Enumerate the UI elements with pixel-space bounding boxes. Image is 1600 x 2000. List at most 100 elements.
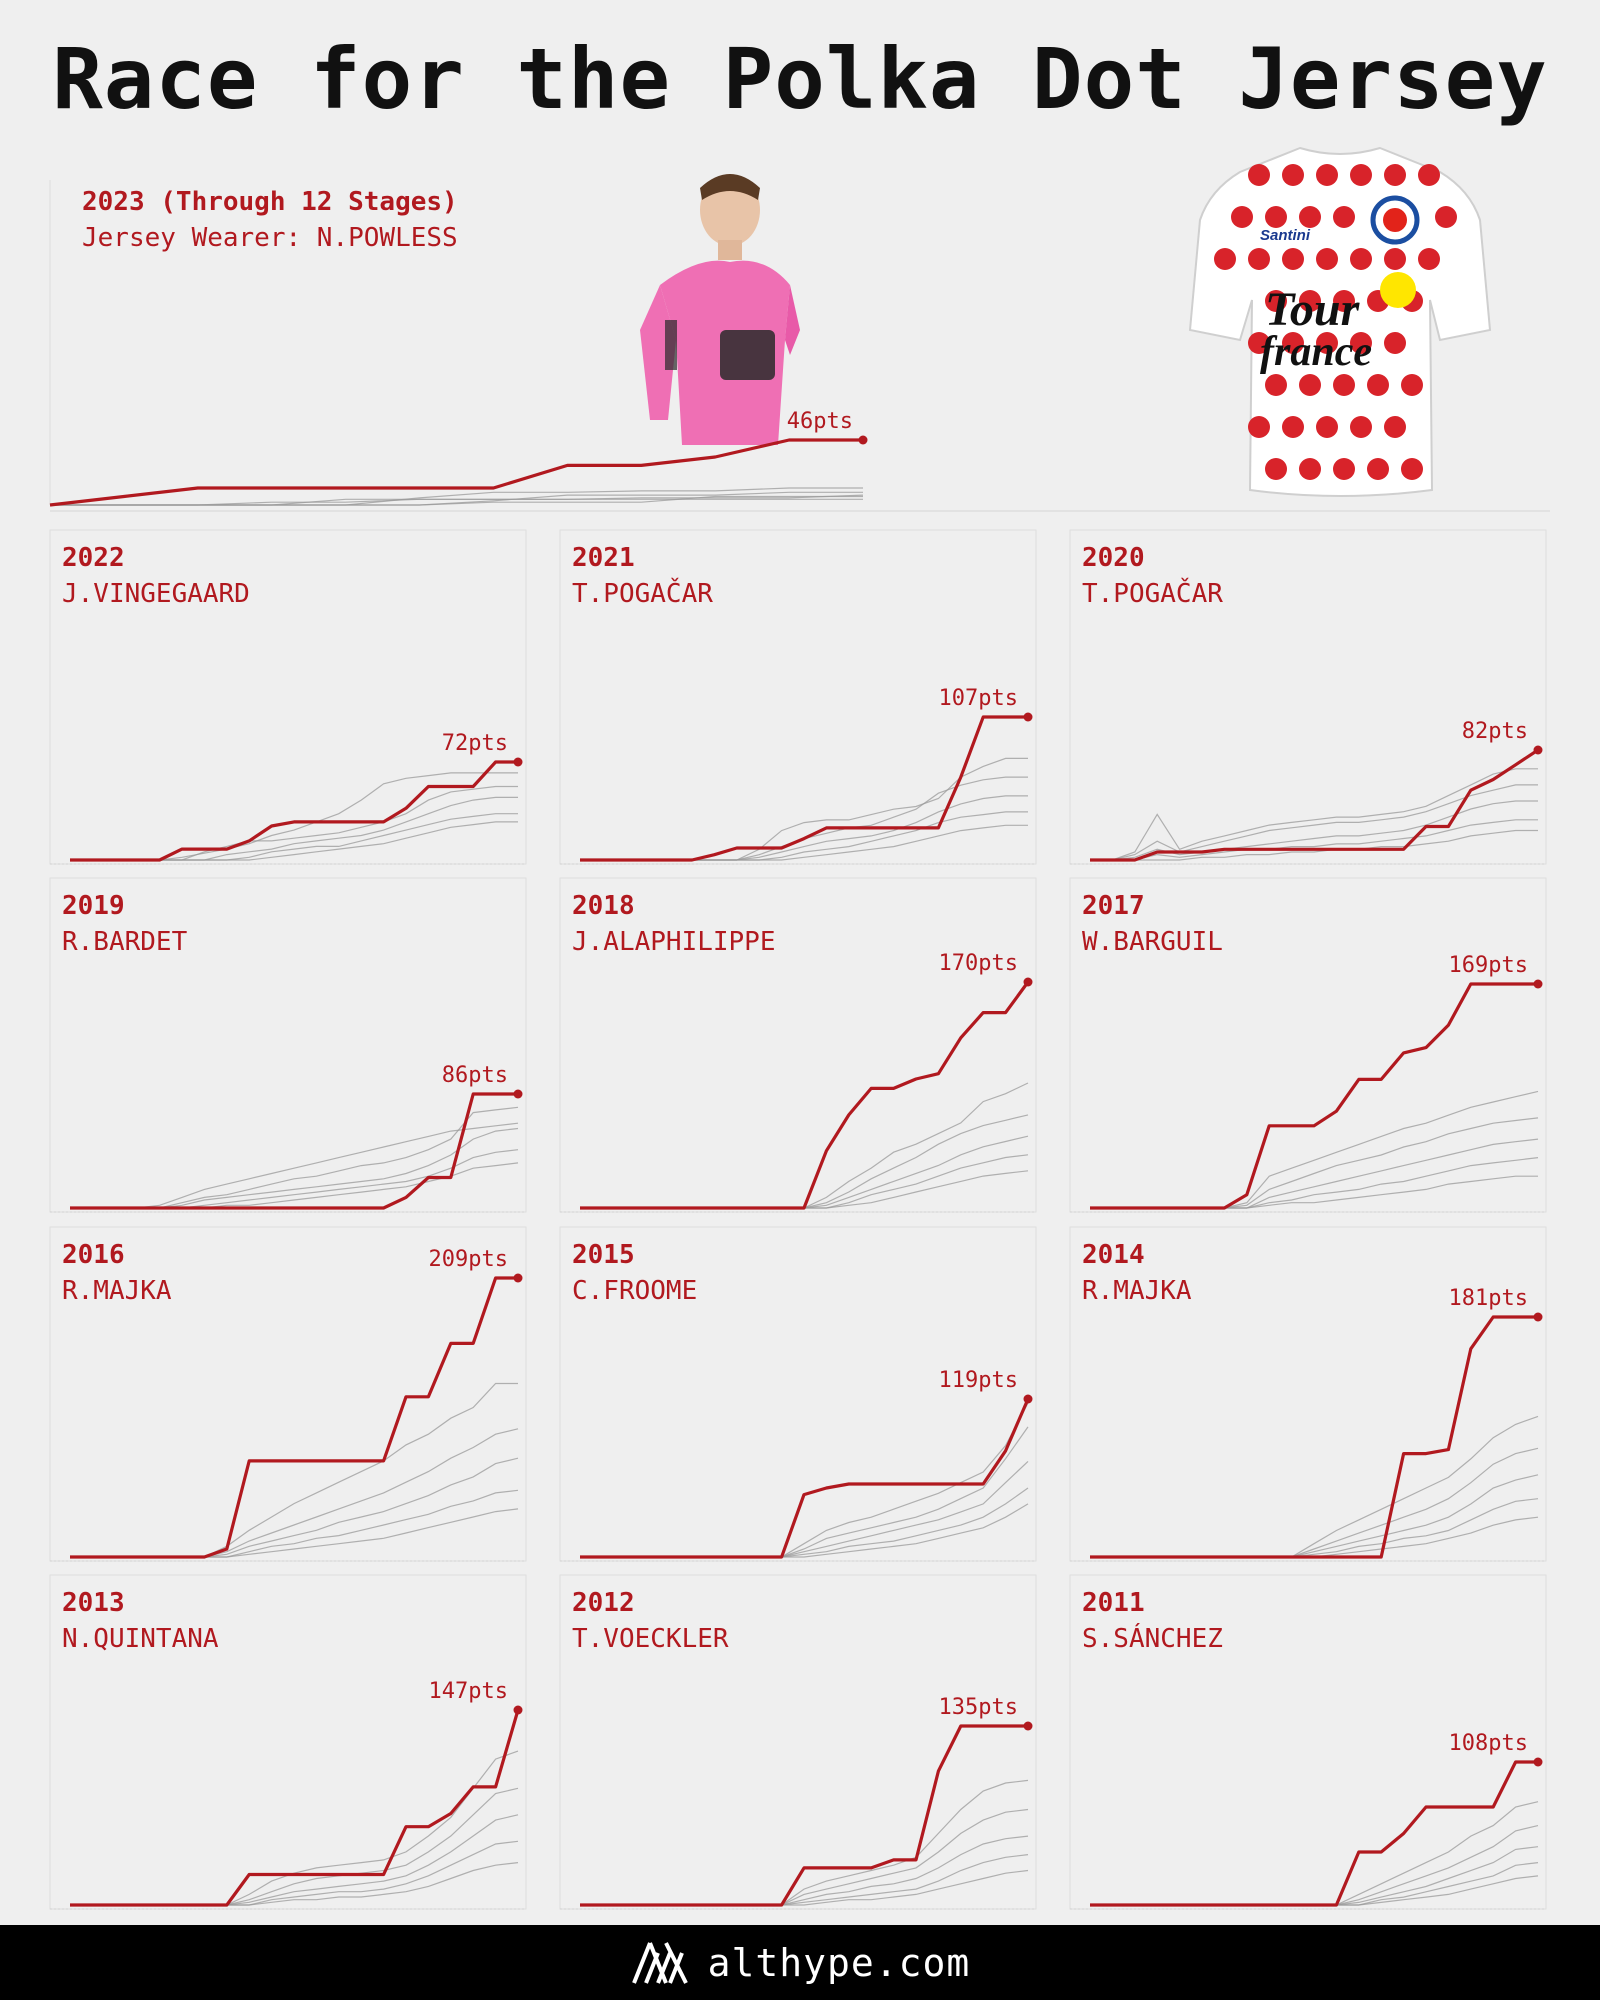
jersey-dot: [1367, 458, 1389, 480]
panel-winner-label: T.POGAČAR: [1082, 577, 1223, 609]
chart-panel-2023: 46pts 2023 (Through 12 Stages) Jersey Wear…: [49, 180, 868, 507]
winner-final-point: [1023, 1394, 1033, 1404]
winner-series-line: [580, 1398, 1030, 1559]
rival-series-line: [70, 1106, 519, 1209]
rival-series-line: [580, 1854, 1029, 1906]
winner-series-line: [1090, 982, 1538, 1210]
rival-series-line: [1090, 1175, 1538, 1209]
chart-panel-2021: 107pts 2021 T.POGAČAR: [559, 529, 1037, 865]
panel-winner-label: J.VINGEGAARD: [62, 579, 250, 609]
final-points-label: 107pts: [939, 686, 1018, 711]
rival-series-line: [1090, 1846, 1539, 1906]
svg-text:france: france: [1260, 329, 1372, 375]
rival-series-line: [70, 796, 518, 861]
rider-photo: [640, 174, 800, 445]
panel-year-label: 2017: [1082, 891, 1145, 921]
final-points-label: 82pts: [1462, 719, 1528, 744]
winner-final-point: [1533, 1312, 1543, 1322]
winner-final-point: [1023, 712, 1033, 722]
winner-series-line: [1090, 1315, 1538, 1559]
winner-final-point: [1533, 745, 1543, 755]
rival-series-line: [580, 795, 1028, 861]
chart-panel-2020: 82pts 2020 T.POGAČAR: [1069, 529, 1547, 865]
rival-series-line: [70, 1382, 518, 1558]
jersey-dot: [1282, 332, 1304, 354]
rival-series-line: [1090, 784, 1538, 861]
jersey-dot: [1333, 206, 1355, 228]
jersey-dot: [1231, 206, 1253, 228]
winner-final-point: [1023, 977, 1033, 987]
winner-final-point: [513, 1273, 523, 1283]
jersey-dot: [1282, 248, 1304, 270]
panel-year-label: 2019: [62, 891, 125, 921]
panel-year-label: 2022: [62, 543, 125, 573]
final-points-label: 46pts: [787, 409, 853, 434]
jersey-dot: [1333, 290, 1355, 312]
rival-series-line: [580, 1135, 1029, 1209]
jersey-dot: [1333, 458, 1355, 480]
rival-series-line: [70, 1457, 519, 1558]
footer-brand: althype.com: [707, 1940, 971, 1985]
chart-panel-2018: 170pts 2018 J.ALAPHILIPPE: [559, 877, 1037, 1213]
page-title: Race for the Polka Dot Jersey: [52, 30, 1548, 128]
svg-text:Santini: Santini: [1260, 227, 1311, 244]
winner-final-point: [858, 435, 868, 445]
rival-series-line: [70, 1428, 519, 1558]
jersey-dot: [1282, 164, 1304, 186]
jersey-dot: [1265, 458, 1287, 480]
rival-series-line: [1090, 1474, 1539, 1558]
rival-series-line: [580, 776, 1028, 861]
footer: althype.com: [0, 1925, 1600, 2000]
final-points-label: 108pts: [1449, 1731, 1528, 1756]
rival-series-line: [580, 811, 1028, 861]
rival-series-line: [1090, 1862, 1539, 1906]
panel-winner-label: T.POGAČAR: [572, 577, 713, 609]
rival-series-line: [1090, 1157, 1539, 1209]
winner-final-point: [513, 1089, 523, 1099]
rival-series-line: [1090, 1825, 1539, 1906]
chart-panel-2015: 119pts 2015 C.FROOME: [559, 1226, 1037, 1562]
jersey-dot: [1214, 248, 1236, 270]
final-points-label: 135pts: [939, 1695, 1018, 1720]
panel-year-label: 2013: [62, 1588, 125, 1618]
final-points-label: 170pts: [939, 951, 1018, 976]
winner-series-line: [1090, 1760, 1538, 1907]
jersey-dot: [1435, 206, 1457, 228]
rival-series-line: [1090, 819, 1538, 861]
jersey-dot: [1418, 164, 1440, 186]
final-points-label: 86pts: [442, 1063, 508, 1088]
panel-winner-label: R.BARDET: [62, 927, 188, 957]
jersey-dot: [1384, 416, 1406, 438]
chart-panel-2022: 72pts 2022 J.VINGEGAARD: [49, 529, 527, 865]
final-points-label: 181pts: [1449, 1286, 1528, 1311]
final-points-label: 169pts: [1449, 953, 1528, 978]
panel-year-label: 2012: [572, 1588, 635, 1618]
rival-series-line: [70, 1489, 519, 1558]
jersey-dot: [1316, 416, 1338, 438]
winner-final-point: [1023, 1721, 1033, 1731]
jersey-dot: [1401, 458, 1423, 480]
final-points-label: 147pts: [429, 1679, 508, 1704]
jersey-dot: [1299, 374, 1321, 396]
jersey-dot: [1350, 248, 1372, 270]
jersey-dot: [1248, 332, 1270, 354]
final-points-label: 119pts: [939, 1368, 1018, 1393]
panel-year-label: 2011: [1082, 1588, 1145, 1618]
panel-winner-label: R.MAJKA: [62, 1276, 172, 1306]
chart-panel-2011: 108pts 2011 S.SÁNCHEZ: [1069, 1574, 1547, 1910]
rival-series-line: [1090, 1498, 1539, 1558]
winner-series-line: [1090, 748, 1539, 862]
panel-winner-label: S.SÁNCHEZ: [1082, 1622, 1223, 1654]
winner-final-point: [513, 1705, 523, 1715]
jersey-dot: [1265, 206, 1287, 228]
hero-wearer-label: Jersey Wearer: N.POWLESS: [82, 223, 458, 253]
jersey-dot: [1316, 164, 1338, 186]
small-multiples-charts: Santini Tour france 46pts 2023 (Through 1…: [49, 146, 1550, 1910]
panel-year-label: 2020: [1082, 543, 1145, 573]
jersey-dot: [1384, 164, 1406, 186]
jersey-dot: [1248, 416, 1270, 438]
rival-series-line: [580, 824, 1028, 861]
chart-panel-2016: 209pts 2016 R.MAJKA: [49, 1226, 527, 1562]
jersey-dot: [1316, 248, 1338, 270]
final-points-label: 72pts: [442, 731, 508, 756]
